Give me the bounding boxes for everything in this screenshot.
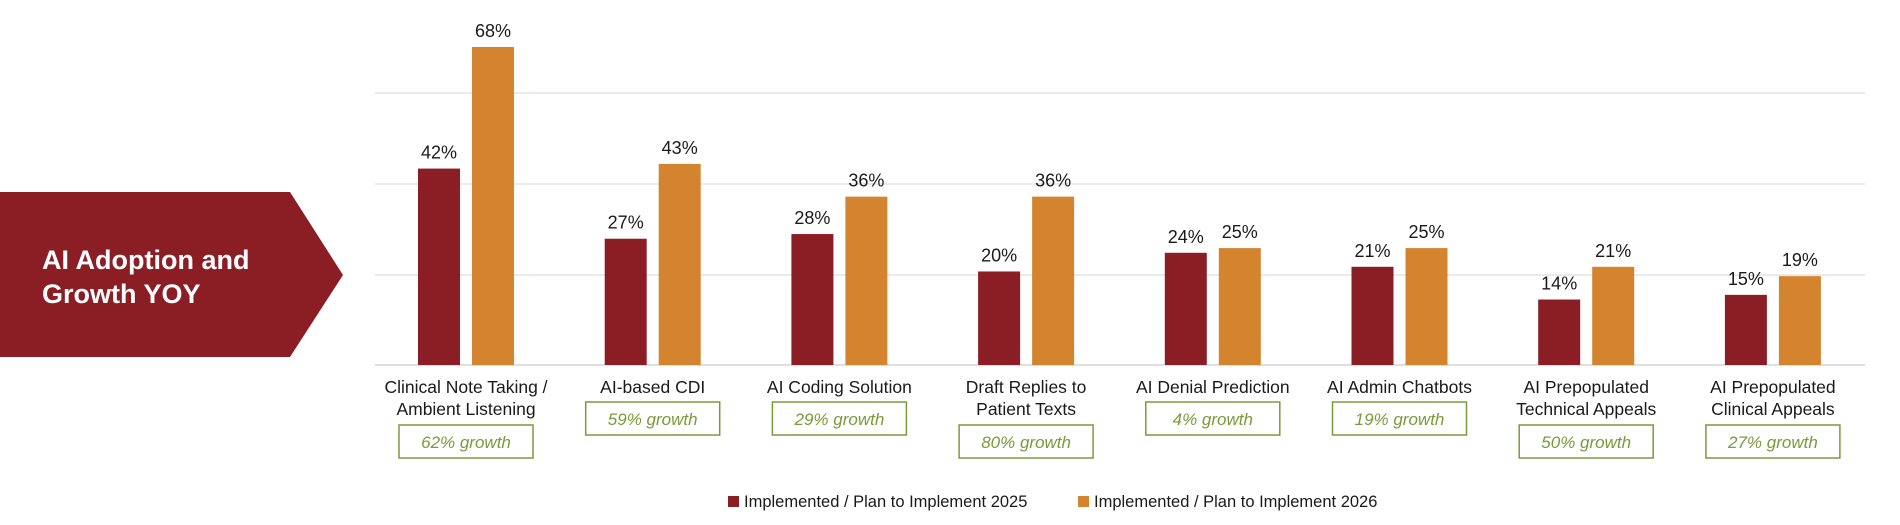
category-label: Clinical Note Taking / xyxy=(384,377,547,397)
bar-2026 xyxy=(1405,248,1448,365)
banner-arrow-shape xyxy=(0,192,343,357)
bar-2025 xyxy=(1538,299,1581,365)
data-label: 36% xyxy=(848,171,884,191)
data-label: 27% xyxy=(608,213,644,233)
banner-title-line-2: Growth YOY xyxy=(42,279,201,309)
legend-label: Implemented / Plan to Implement 2026 xyxy=(1094,493,1377,511)
growth-badge-box xyxy=(398,424,534,459)
category-labels: Clinical Note Taking /Ambient Listening A… xyxy=(384,377,1835,419)
data-label: 25% xyxy=(1408,222,1444,242)
data-label: 42% xyxy=(421,143,457,163)
data-label: 14% xyxy=(1541,274,1577,294)
bar-2026 xyxy=(845,196,888,365)
growth-label: 19% growth xyxy=(1355,410,1445,429)
banner-title-line-1: AI Adoption and xyxy=(42,245,249,275)
data-label: 15% xyxy=(1728,269,1764,289)
category-label: AI Coding Solution xyxy=(767,377,912,397)
growth-label: 27% growth xyxy=(1727,433,1818,452)
bar-2025 xyxy=(791,234,834,365)
legend-swatch xyxy=(1078,496,1089,507)
bar-2026 xyxy=(1778,276,1821,365)
bar-2025 xyxy=(604,238,647,365)
data-label: 68% xyxy=(475,21,511,41)
growth-label: 4% growth xyxy=(1173,410,1253,429)
growth-label: 80% growth xyxy=(981,433,1071,452)
category-label: AI Denial Prediction xyxy=(1136,377,1290,397)
growth-badge-box xyxy=(584,401,721,436)
data-label: 43% xyxy=(662,138,698,158)
data-label: 21% xyxy=(1595,241,1631,261)
gridlines xyxy=(375,92,1865,366)
legend: Implemented / Plan to Implement 2025 Impl… xyxy=(728,493,1377,511)
growth-badge: 27% growth xyxy=(1705,424,1841,459)
category-label: Ambient Listening xyxy=(396,399,535,419)
growth-badges: 62% growth 59% growth 29% growth 80% growth… xyxy=(398,401,1841,459)
growth-badge-box xyxy=(1705,424,1841,459)
data-label: 25% xyxy=(1222,222,1258,242)
data-label: 24% xyxy=(1168,227,1204,247)
title-banner: AI Adoption and Growth YOY xyxy=(0,192,343,357)
bar-2026 xyxy=(1218,248,1261,365)
bar-2025 xyxy=(418,168,460,365)
bars xyxy=(418,47,1821,365)
legend-swatch xyxy=(728,496,739,507)
data-label: 20% xyxy=(981,245,1017,265)
category-label: AI Prepopulated xyxy=(1523,377,1649,397)
growth-label: 59% growth xyxy=(608,410,698,429)
category-label: AI Admin Chatbots xyxy=(1327,377,1472,397)
category-label: AI Prepopulated xyxy=(1710,377,1836,397)
bar-2025 xyxy=(1164,252,1207,365)
category-label: Patient Texts xyxy=(976,399,1076,419)
growth-badge: 50% growth xyxy=(1518,424,1654,459)
growth-badge: 59% growth xyxy=(584,401,721,436)
bar-2026 xyxy=(472,47,514,365)
growth-label: 50% growth xyxy=(1541,433,1631,452)
growth-badge: 19% growth xyxy=(1331,401,1468,436)
data-label: 36% xyxy=(1035,171,1071,191)
category-label: Draft Replies to xyxy=(966,377,1087,397)
growth-badge-box xyxy=(1145,401,1281,436)
growth-label: 29% growth xyxy=(794,410,885,429)
category-label: Clinical Appeals xyxy=(1711,399,1835,419)
category-label: AI-based CDI xyxy=(600,377,705,397)
bar-2026 xyxy=(1032,196,1075,365)
growth-badge: 80% growth xyxy=(958,424,1094,459)
legend-label: Implemented / Plan to Implement 2025 xyxy=(744,493,1027,511)
data-label: 19% xyxy=(1782,250,1818,270)
growth-label: 62% growth xyxy=(421,433,511,452)
growth-badge: 4% growth xyxy=(1145,401,1281,436)
data-labels: 42% 68% 27% 43% 28% 36% 20% 36% 24% 25% 21% 25% 14% 2… xyxy=(421,21,1818,294)
data-label: 21% xyxy=(1354,241,1390,261)
growth-badge-box xyxy=(1331,401,1468,436)
bar-2025 xyxy=(1351,266,1394,365)
growth-badge-box xyxy=(1518,424,1654,459)
category-label: Technical Appeals xyxy=(1516,399,1656,419)
growth-badge: 62% growth xyxy=(398,424,534,459)
growth-badge: 29% growth xyxy=(771,401,908,436)
data-label: 28% xyxy=(794,208,830,228)
bar-2026 xyxy=(658,163,701,365)
growth-badge-box xyxy=(958,424,1094,459)
bar-2026 xyxy=(1592,266,1635,365)
bar-2025 xyxy=(978,271,1021,365)
bar-2025 xyxy=(1724,294,1767,365)
growth-badge-box xyxy=(771,401,908,436)
